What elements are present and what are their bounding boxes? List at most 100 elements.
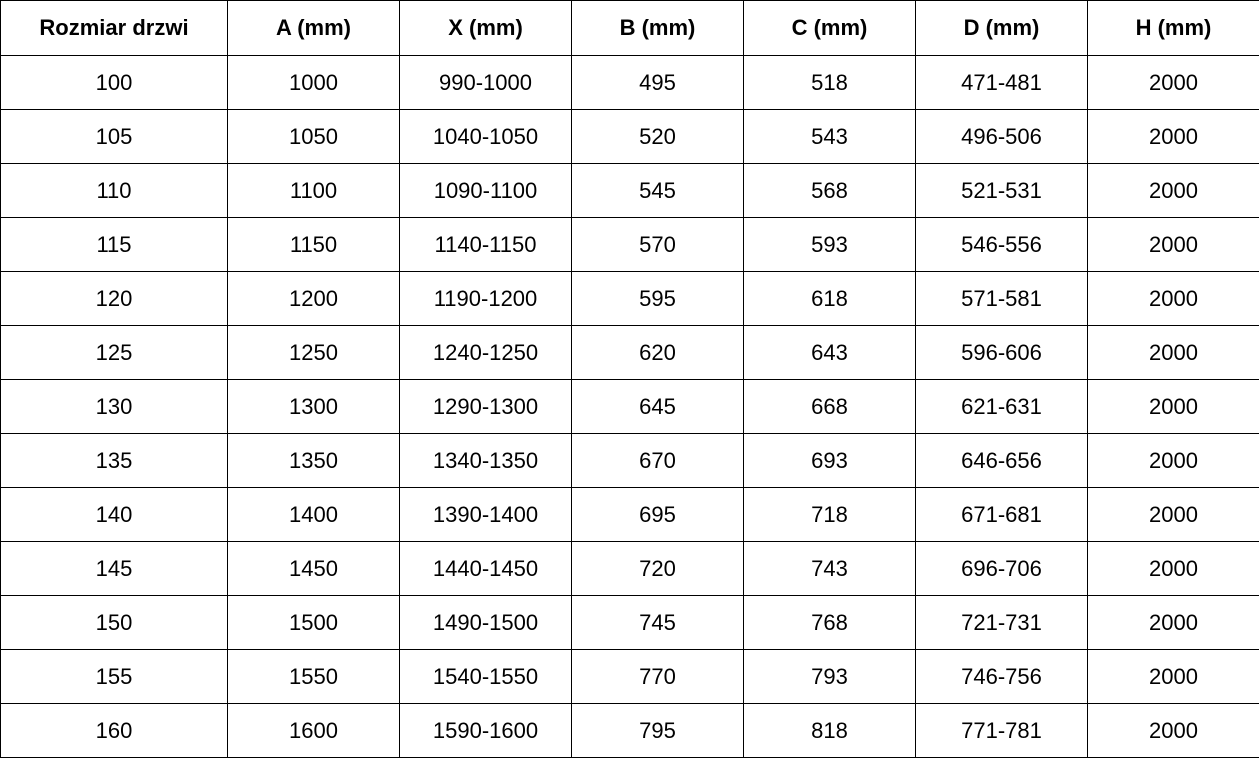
table-cell: 145: [1, 542, 228, 596]
table-cell: 2000: [1088, 650, 1259, 704]
table-cell: 1550: [228, 650, 400, 704]
table-cell: 1090-1100: [400, 164, 572, 218]
table-cell: 568: [744, 164, 916, 218]
table-cell: 1600: [228, 704, 400, 758]
table-cell: 668: [744, 380, 916, 434]
table-cell: 596-606: [916, 326, 1088, 380]
table-cell: 150: [1, 596, 228, 650]
column-header: A (mm): [228, 1, 400, 56]
table-cell: 771-781: [916, 704, 1088, 758]
table-cell: 2000: [1088, 596, 1259, 650]
table-cell: 1300: [228, 380, 400, 434]
table-cell: 570: [572, 218, 744, 272]
table-cell: 746-756: [916, 650, 1088, 704]
table-cell: 618: [744, 272, 916, 326]
table-cell: 2000: [1088, 164, 1259, 218]
table-cell: 2000: [1088, 380, 1259, 434]
table-cell: 1490-1500: [400, 596, 572, 650]
table-cell: 571-581: [916, 272, 1088, 326]
table-cell: 621-631: [916, 380, 1088, 434]
table-cell: 1140-1150: [400, 218, 572, 272]
table-cell: 521-531: [916, 164, 1088, 218]
table-cell: 546-556: [916, 218, 1088, 272]
table-cell: 818: [744, 704, 916, 758]
table-cell: 646-656: [916, 434, 1088, 488]
column-header: B (mm): [572, 1, 744, 56]
table-cell: 1150: [228, 218, 400, 272]
table-cell: 1400: [228, 488, 400, 542]
table-cell: 721-731: [916, 596, 1088, 650]
table-cell: 471-481: [916, 56, 1088, 110]
table-cell: 1040-1050: [400, 110, 572, 164]
table-cell: 693: [744, 434, 916, 488]
table-cell: 620: [572, 326, 744, 380]
table-cell: 593: [744, 218, 916, 272]
column-header: X (mm): [400, 1, 572, 56]
table-cell: 1250: [228, 326, 400, 380]
table-cell: 160: [1, 704, 228, 758]
table-cell: 2000: [1088, 704, 1259, 758]
table-cell: 670: [572, 434, 744, 488]
table-cell: 2000: [1088, 110, 1259, 164]
table-cell: 595: [572, 272, 744, 326]
table-cell: 1200: [228, 272, 400, 326]
table-cell: 2000: [1088, 326, 1259, 380]
table-cell: 2000: [1088, 218, 1259, 272]
table-cell: 1340-1350: [400, 434, 572, 488]
table-cell: 720: [572, 542, 744, 596]
table-cell: 1240-1250: [400, 326, 572, 380]
table-cell: 100: [1, 56, 228, 110]
table-cell: 496-506: [916, 110, 1088, 164]
table-cell: 795: [572, 704, 744, 758]
table-cell: 2000: [1088, 56, 1259, 110]
table-cell: 990-1000: [400, 56, 572, 110]
table-cell: 2000: [1088, 488, 1259, 542]
table-cell: 696-706: [916, 542, 1088, 596]
table-cell: 695: [572, 488, 744, 542]
table-cell: 643: [744, 326, 916, 380]
table-cell: 545: [572, 164, 744, 218]
column-header: C (mm): [744, 1, 916, 56]
table-cell: 768: [744, 596, 916, 650]
table-cell: 125: [1, 326, 228, 380]
table-cell: 645: [572, 380, 744, 434]
table-cell: 140: [1, 488, 228, 542]
column-header: Rozmiar drzwi: [1, 1, 228, 56]
table-cell: 1350: [228, 434, 400, 488]
table-cell: 743: [744, 542, 916, 596]
table-cell: 120: [1, 272, 228, 326]
table-cell: 745: [572, 596, 744, 650]
column-header: D (mm): [916, 1, 1088, 56]
table-cell: 1450: [228, 542, 400, 596]
table-cell: 1500: [228, 596, 400, 650]
table-cell: 543: [744, 110, 916, 164]
table-cell: 2000: [1088, 434, 1259, 488]
table-cell: 520: [572, 110, 744, 164]
table-cell: 793: [744, 650, 916, 704]
table-cell: 110: [1, 164, 228, 218]
table-cell: 105: [1, 110, 228, 164]
table-cell: 770: [572, 650, 744, 704]
table-cell: 1390-1400: [400, 488, 572, 542]
table-cell: 1050: [228, 110, 400, 164]
table-cell: 1590-1600: [400, 704, 572, 758]
table-cell: 1190-1200: [400, 272, 572, 326]
table-cell: 115: [1, 218, 228, 272]
table-cell: 155: [1, 650, 228, 704]
table-cell: 1440-1450: [400, 542, 572, 596]
table-cell: 518: [744, 56, 916, 110]
